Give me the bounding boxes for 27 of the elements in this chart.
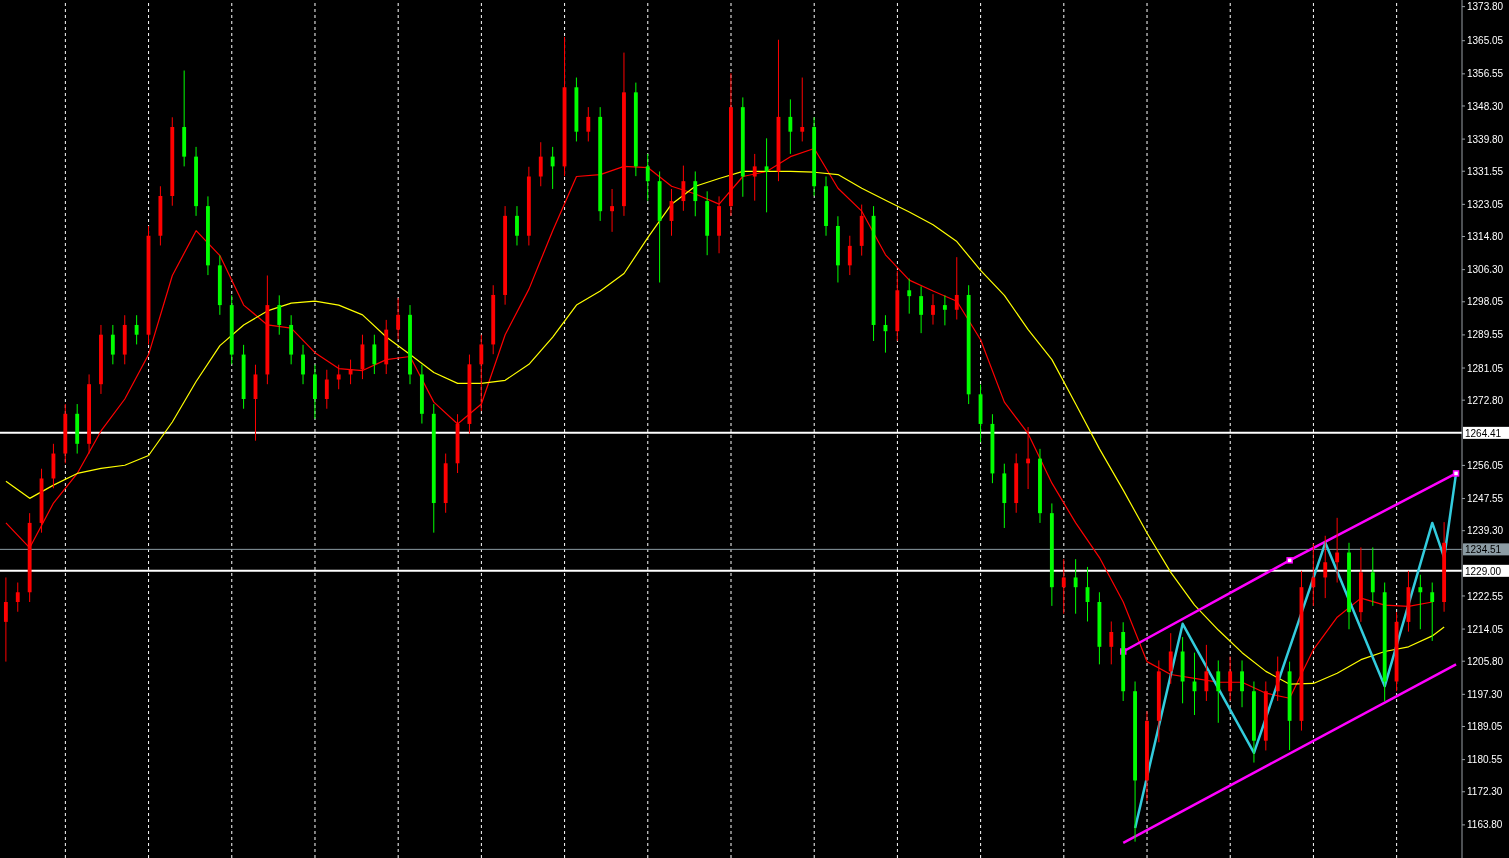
y-tick-label: 1298.05 (1467, 296, 1504, 308)
y-tick-label: 1365.05 (1467, 35, 1504, 47)
y-tick-label: 1163.80 (1467, 819, 1503, 831)
y-tick-label: 1180.55 (1467, 754, 1503, 766)
y-tick-label: 1339.80 (1467, 133, 1504, 145)
ref-line-label: 1234.51 (1465, 544, 1502, 556)
y-tick-label: 1306.30 (1467, 264, 1504, 276)
y-tick-label: 1222.55 (1467, 590, 1504, 602)
y-tick-label: 1172.30 (1467, 786, 1503, 798)
y-tick-label: 1239.30 (1467, 525, 1504, 537)
ref-line-label: 1264.41 (1465, 427, 1502, 439)
y-tick-label: 1323.05 (1467, 198, 1504, 210)
y-tick-label: 1197.30 (1467, 688, 1503, 700)
y-tick-label: 1272.80 (1467, 394, 1504, 406)
y-tick-label: 1348.30 (1467, 100, 1504, 112)
y-tick-label: 1214.05 (1467, 623, 1504, 635)
y-tick-label: 1356.55 (1467, 68, 1504, 80)
y-tick-label: 1331.55 (1467, 165, 1504, 177)
y-tick-label: 1289.55 (1467, 329, 1504, 341)
y-tick-label: 1281.05 (1467, 362, 1504, 374)
y-tick-label: 1205.80 (1467, 655, 1504, 667)
y-tick-label: 1247.55 (1467, 493, 1504, 505)
y-tick-label: 1314.80 (1467, 231, 1504, 243)
ref-line-label: 1229.00 (1465, 565, 1502, 577)
y-tick-label: 1256.05 (1467, 459, 1504, 471)
y-tick-label: 1373.80 (1467, 1, 1504, 13)
y-tick-label: 1189.05 (1467, 721, 1503, 733)
